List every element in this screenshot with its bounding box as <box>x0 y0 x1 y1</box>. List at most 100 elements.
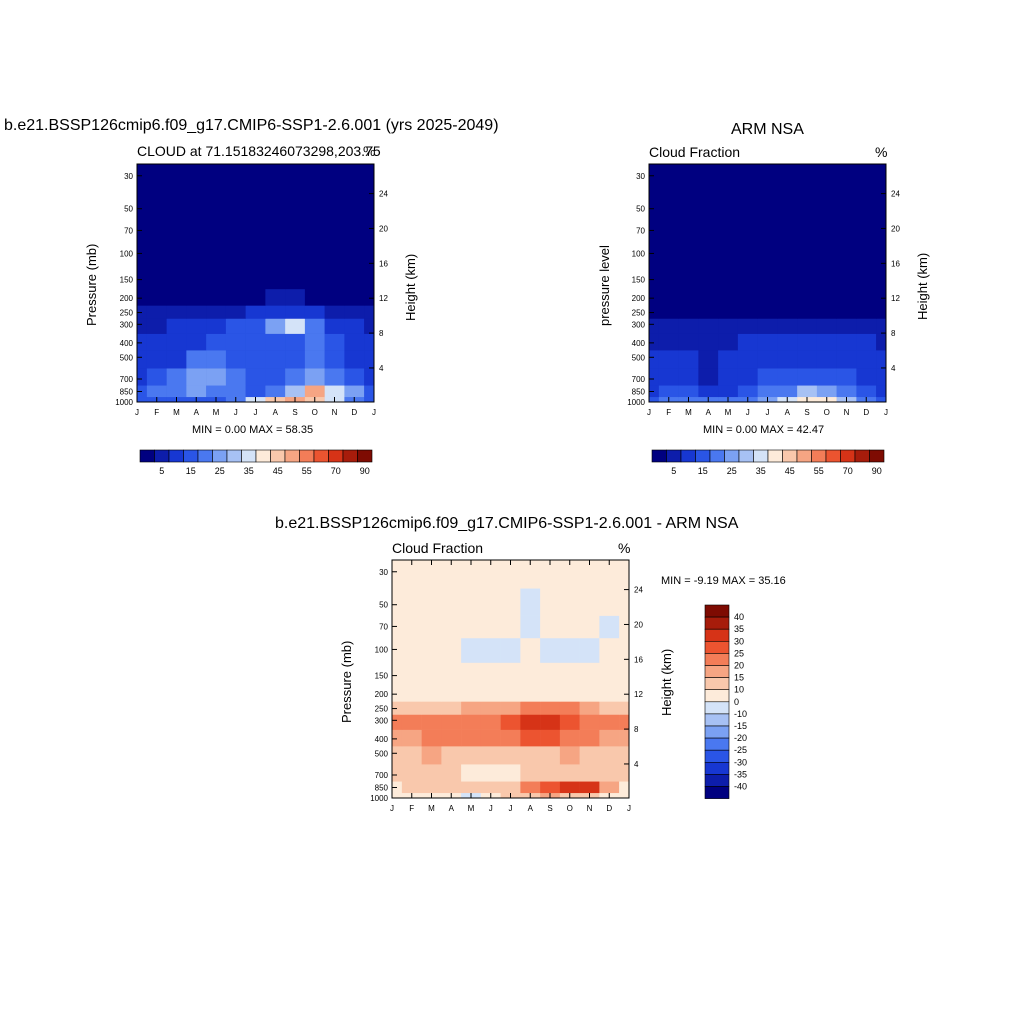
heatmap-cell <box>649 288 660 306</box>
heatmap-cell <box>304 350 325 369</box>
heatmap-cell <box>344 368 365 386</box>
heatmap-cell <box>698 192 719 220</box>
heatmap-cell <box>186 368 207 386</box>
heatmap-cell <box>265 288 286 306</box>
heatmap-cell <box>137 318 148 334</box>
colorbar-swatch <box>767 449 783 463</box>
month-tick-label: M <box>685 408 692 417</box>
heatmap-cell <box>540 637 561 663</box>
heatmap-cell <box>304 288 325 306</box>
heatmap-cell <box>344 164 365 193</box>
pressure-tick-label: 70 <box>636 226 645 235</box>
pressure-tick-label: 300 <box>120 320 134 329</box>
month-tick-label: A <box>785 408 791 417</box>
heatmap-cell <box>480 684 501 702</box>
panel-obs-title: ARM NSA <box>731 121 804 138</box>
colorbar-swatch <box>226 449 242 463</box>
heatmap-cell <box>559 729 580 747</box>
heatmap-cell <box>206 350 227 369</box>
heatmap-cell <box>520 729 541 747</box>
heatmap-cell <box>392 729 403 747</box>
month-tick-label: F <box>409 804 414 813</box>
heatmap-cell <box>421 560 442 589</box>
heatmap-cell <box>678 368 699 386</box>
heatmap-cell <box>461 714 482 730</box>
colorbar-label: 25 <box>734 648 744 658</box>
heatmap-cell <box>816 266 837 290</box>
pressure-tick-label: 700 <box>120 375 134 384</box>
heatmap-cell <box>836 192 857 220</box>
heatmap-cell <box>137 266 148 290</box>
height-tick-label: 8 <box>891 329 896 338</box>
pressure-tick-label: 250 <box>375 705 389 714</box>
heatmap-cell <box>392 560 403 589</box>
heatmap-cell <box>619 615 630 639</box>
heatmap-cell <box>757 266 778 290</box>
heatmap-cell <box>461 764 482 782</box>
colorbar-swatch <box>168 449 184 463</box>
heatmap-cell <box>876 219 887 243</box>
heatmap-cell <box>245 219 266 243</box>
heatmap-cell <box>678 305 699 319</box>
pressure-tick-label: 150 <box>632 276 646 285</box>
colorbar-swatch <box>212 449 228 463</box>
heatmap-cell <box>500 684 521 702</box>
heatmap-cell <box>401 764 422 782</box>
pressure-tick-label: 100 <box>632 249 646 258</box>
panel-model-subtitle: CLOUD at 71.15183246073298,203.75 <box>137 143 381 159</box>
heatmap-cell <box>480 637 501 663</box>
heatmap-cell <box>421 701 442 715</box>
heatmap-cell <box>186 288 207 306</box>
heatmap-cell <box>836 288 857 306</box>
heatmap-cell <box>441 781 462 794</box>
heatmap-cell <box>737 164 758 193</box>
heatmap-cell <box>649 192 660 220</box>
heatmap-cell <box>797 350 818 369</box>
heatmap-cell <box>265 241 286 267</box>
heatmap-cell <box>579 637 600 663</box>
colorbar-label: 25 <box>727 466 737 476</box>
heatmap-cell <box>461 781 482 794</box>
heatmap-cell <box>304 368 325 386</box>
heatmap-cell <box>225 333 246 351</box>
month-tick-label: J <box>627 804 631 813</box>
month-tick-label: J <box>390 804 394 813</box>
month-tick-label: J <box>372 408 376 417</box>
heatmap-cell <box>757 288 778 306</box>
heatmap-cell <box>364 333 375 351</box>
heatmap-cell <box>599 729 620 747</box>
heatmap-cell <box>797 305 818 319</box>
heatmap-cell <box>599 615 620 639</box>
heatmap-cell <box>757 219 778 243</box>
heatmap-cell <box>344 288 365 306</box>
heatmap-cell <box>137 368 148 386</box>
heatmap-cell <box>344 241 365 267</box>
heatmap-cell <box>146 266 167 290</box>
heatmap-cell <box>856 219 877 243</box>
heatmap-cell <box>324 350 345 369</box>
heatmap-cell <box>698 318 719 334</box>
heatmap-cell <box>559 701 580 715</box>
heatmap-cell <box>441 662 462 686</box>
pressure-tick-label: 200 <box>120 294 134 303</box>
pressure-tick-label: 50 <box>379 601 388 610</box>
heatmap-cell <box>225 318 246 334</box>
heatmap-cell <box>324 266 345 290</box>
month-tick-label: N <box>332 408 338 417</box>
heatmap-cell <box>285 385 306 398</box>
heatmap-cell <box>421 637 442 663</box>
heatmap-cell <box>480 615 501 639</box>
heatmap-cell <box>421 729 442 747</box>
heatmap-cell <box>364 350 375 369</box>
month-tick-label: J <box>489 804 493 813</box>
heatmap-cell <box>678 318 699 334</box>
month-tick-label: A <box>273 408 279 417</box>
heatmap-cell <box>599 560 620 589</box>
heatmap-cell <box>737 350 758 369</box>
month-tick-label: M <box>173 408 180 417</box>
heatmap-cell <box>500 714 521 730</box>
heatmap-cell <box>876 385 887 398</box>
heatmap-cell <box>619 714 630 730</box>
heatmap-cell <box>146 318 167 334</box>
heatmap-cell <box>876 164 887 193</box>
